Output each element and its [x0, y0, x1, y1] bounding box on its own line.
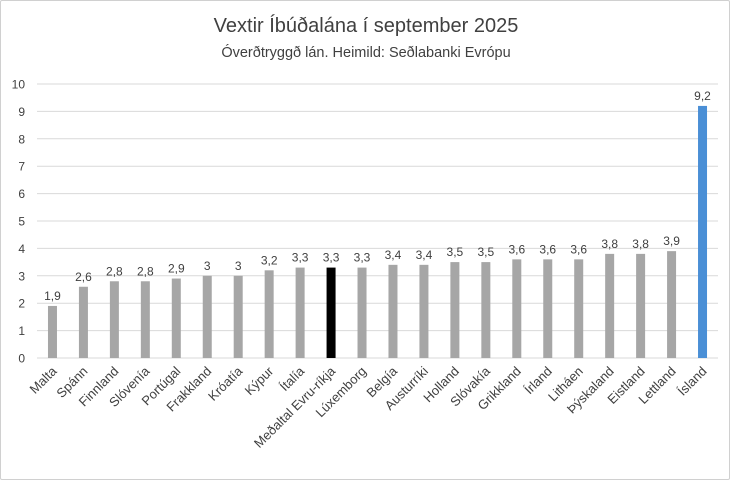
data-label: 3,9 — [663, 234, 680, 248]
data-label: 3,4 — [416, 248, 433, 262]
value-labels: 1,9 2,6 2,8 2,8 2,9 3 3 3,2 3,3 3,3 3,3 3,4 3,4 3,5 3,… — [44, 89, 711, 303]
y-tick-label: 9 — [18, 105, 25, 119]
data-label: 3,6 — [508, 242, 525, 256]
bar — [667, 251, 677, 358]
data-label: 3,6 — [539, 242, 556, 256]
bar — [326, 267, 336, 358]
bar — [171, 278, 181, 358]
data-label: 2,8 — [106, 264, 123, 278]
y-tick-label: 4 — [18, 242, 25, 256]
data-label: 9,2 — [694, 89, 711, 103]
data-label: 3 — [204, 259, 211, 273]
bar — [202, 275, 212, 358]
bar — [357, 267, 367, 358]
data-label: 2,9 — [168, 262, 185, 276]
y-tick-label: 3 — [18, 269, 25, 283]
y-tick-label: 0 — [18, 352, 25, 366]
bar — [109, 281, 119, 358]
data-label: 3,3 — [323, 251, 340, 265]
chart-title: Vextir Íbúðalána í september 2025 — [214, 14, 519, 37]
bar — [295, 267, 305, 358]
bar — [140, 281, 150, 358]
bar — [574, 259, 584, 358]
x-axis: MaltaSpánnFinnlandSlóveníaPortúgalFrakkl… — [27, 363, 710, 451]
x-tick-label: Ísland — [674, 364, 709, 399]
bar — [233, 275, 243, 358]
data-label: 3,8 — [601, 237, 618, 251]
bar — [264, 270, 274, 358]
y-tick-label: 5 — [18, 215, 25, 229]
bar — [78, 286, 88, 358]
data-label: 3,5 — [447, 245, 464, 259]
bar — [388, 264, 398, 358]
data-label: 3,2 — [261, 253, 278, 267]
x-tick-label: Kýpur — [242, 363, 277, 398]
data-label: 2,6 — [75, 270, 92, 284]
bar — [47, 305, 57, 358]
y-tick-label: 2 — [18, 297, 25, 311]
bar — [543, 259, 553, 358]
y-tick-label: 7 — [18, 160, 25, 174]
data-label: 3,3 — [354, 251, 371, 265]
bar — [636, 253, 646, 358]
x-tick-label: Króatía — [205, 363, 246, 404]
data-label: 3,4 — [385, 248, 402, 262]
data-label: 1,9 — [44, 289, 61, 303]
y-axis: 0 1 2 3 4 5 6 7 8 9 10 — [12, 78, 26, 366]
y-tick-label: 6 — [18, 187, 25, 201]
gridlines — [37, 83, 718, 359]
data-label: 3 — [235, 259, 242, 273]
data-label: 2,8 — [137, 264, 154, 278]
data-label: 3,5 — [477, 245, 494, 259]
bar — [512, 259, 522, 358]
data-label: 3,3 — [292, 251, 309, 265]
data-label: 3,6 — [570, 242, 587, 256]
bar — [419, 264, 429, 358]
bar — [481, 262, 491, 358]
y-tick-label: 10 — [12, 78, 26, 92]
data-label: 3,8 — [632, 237, 649, 251]
y-tick-label: 8 — [18, 132, 25, 146]
bar — [605, 253, 615, 358]
bar — [450, 262, 460, 358]
y-tick-label: 1 — [18, 324, 25, 338]
bar — [698, 105, 708, 358]
chart-subtitle: Óverðtryggð lán. Heimild: Seðlabanki Evr… — [221, 44, 510, 61]
bars — [47, 105, 708, 358]
